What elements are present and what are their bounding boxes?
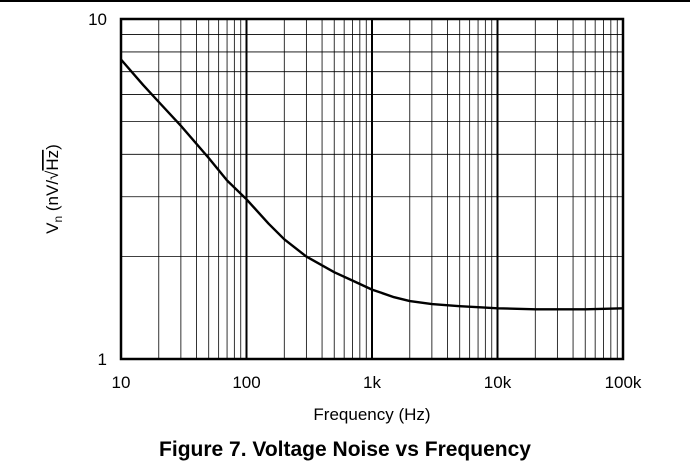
- y-axis-subscript: n: [51, 216, 65, 223]
- x-tick-label: 100k: [605, 373, 642, 392]
- figure-caption: Figure 7. Voltage Noise vs Frequency: [159, 438, 531, 461]
- x-tick-label: 10: [112, 373, 131, 392]
- x-tick-label: 100: [232, 373, 260, 392]
- y-tick-label: 10: [88, 10, 107, 29]
- x-tick-label: 1k: [363, 373, 381, 392]
- x-tick-label: 10k: [484, 373, 512, 392]
- y-axis-unit-open: (nV/√: [43, 170, 62, 216]
- y-axis-title-text: Vn (nV/√Hz): [43, 144, 65, 234]
- noise-curve: [120, 58, 624, 311]
- y-axis-symbol: V: [43, 222, 62, 234]
- y-axis-unit-close: ): [43, 144, 62, 150]
- x-axis-title: Frequency (Hz): [313, 405, 430, 424]
- y-tick-label: 1: [98, 350, 107, 369]
- plot-border: [119, 17, 625, 361]
- top-rule: [0, 0, 690, 2]
- y-axis-unit-radicand: Hz: [43, 150, 62, 171]
- y-axis-title: Vn (nV/√Hz): [43, 144, 65, 234]
